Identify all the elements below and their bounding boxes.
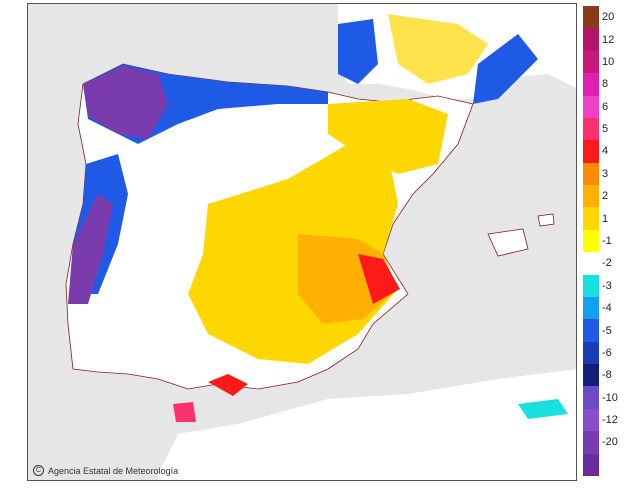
legend-swatch — [583, 50, 599, 74]
hot-strait — [173, 402, 196, 422]
cold-pyrenees-east — [473, 34, 538, 104]
legend-swatch — [583, 185, 599, 208]
legend-label: -2 — [602, 257, 612, 270]
hot-south-coast — [208, 374, 248, 396]
legend-swatch — [583, 95, 599, 119]
legend-swatch — [583, 73, 599, 97]
copyright-icon: C — [33, 465, 44, 476]
legend-label: 1 — [602, 212, 609, 225]
agency-credit: C Agencia Estatal de Meteorología — [33, 465, 178, 476]
legend-swatch — [583, 117, 599, 141]
legend-swatch — [583, 341, 599, 365]
legend-swatch — [583, 274, 599, 298]
anomaly-map — [27, 3, 577, 481]
legend-label: -8 — [602, 369, 612, 382]
legend-label: -6 — [602, 346, 612, 359]
legend-swatch — [583, 319, 599, 343]
legend-swatch — [583, 453, 599, 477]
cold-pyrenees-west — [338, 19, 378, 84]
legend-label: 10 — [602, 55, 615, 68]
legend-label: 8 — [602, 78, 609, 91]
color-legend: 20 12 10 8 6 5 4 3 2 1 -1 -2 -3 -4 -5 -6 -8 -10 -12 -20 — [583, 6, 627, 477]
legend-swatch — [583, 229, 599, 253]
legend-swatch — [583, 140, 599, 164]
legend-label: 5 — [602, 123, 609, 136]
legend-swatch — [583, 431, 599, 455]
legend-label: 20 — [602, 11, 615, 24]
warm-ebro — [328, 99, 448, 174]
legend-label: -4 — [602, 302, 612, 315]
legend-label: -1 — [602, 235, 612, 247]
legend-swatch — [583, 364, 599, 387]
legend-label: -3 — [602, 279, 612, 292]
legend-swatch — [583, 162, 599, 186]
hottest-spot — [358, 254, 400, 304]
legend-label: 2 — [602, 190, 609, 203]
north-africa-land — [158, 369, 576, 480]
legend-label: -20 — [602, 436, 618, 449]
legend-label: 3 — [602, 167, 609, 180]
legend-swatch — [583, 28, 599, 52]
legend-label: 12 — [602, 33, 615, 46]
legend-swatch — [583, 408, 599, 432]
legend-swatch — [583, 386, 599, 410]
very-cold-galicia — [83, 66, 168, 139]
legend-label: 4 — [602, 145, 609, 158]
agency-name: Agencia Estatal de Meteorología — [48, 465, 179, 476]
legend-label: -5 — [602, 324, 612, 337]
legend-swatch — [583, 207, 599, 231]
legend-swatch — [583, 6, 599, 29]
legend-swatch — [583, 252, 599, 276]
map-svg — [28, 4, 576, 480]
balearic-islands — [487, 228, 529, 257]
very-cold-portugal — [68, 194, 113, 304]
aemet-logo: aemet — [486, 455, 532, 472]
cool-africa-patch — [518, 399, 568, 419]
menorca — [537, 213, 555, 227]
legend-label: 6 — [602, 100, 609, 113]
legend-swatch — [583, 296, 599, 320]
france-warm-zone — [388, 14, 488, 84]
legend-label: -12 — [602, 414, 618, 427]
legend-label: -10 — [602, 391, 618, 404]
